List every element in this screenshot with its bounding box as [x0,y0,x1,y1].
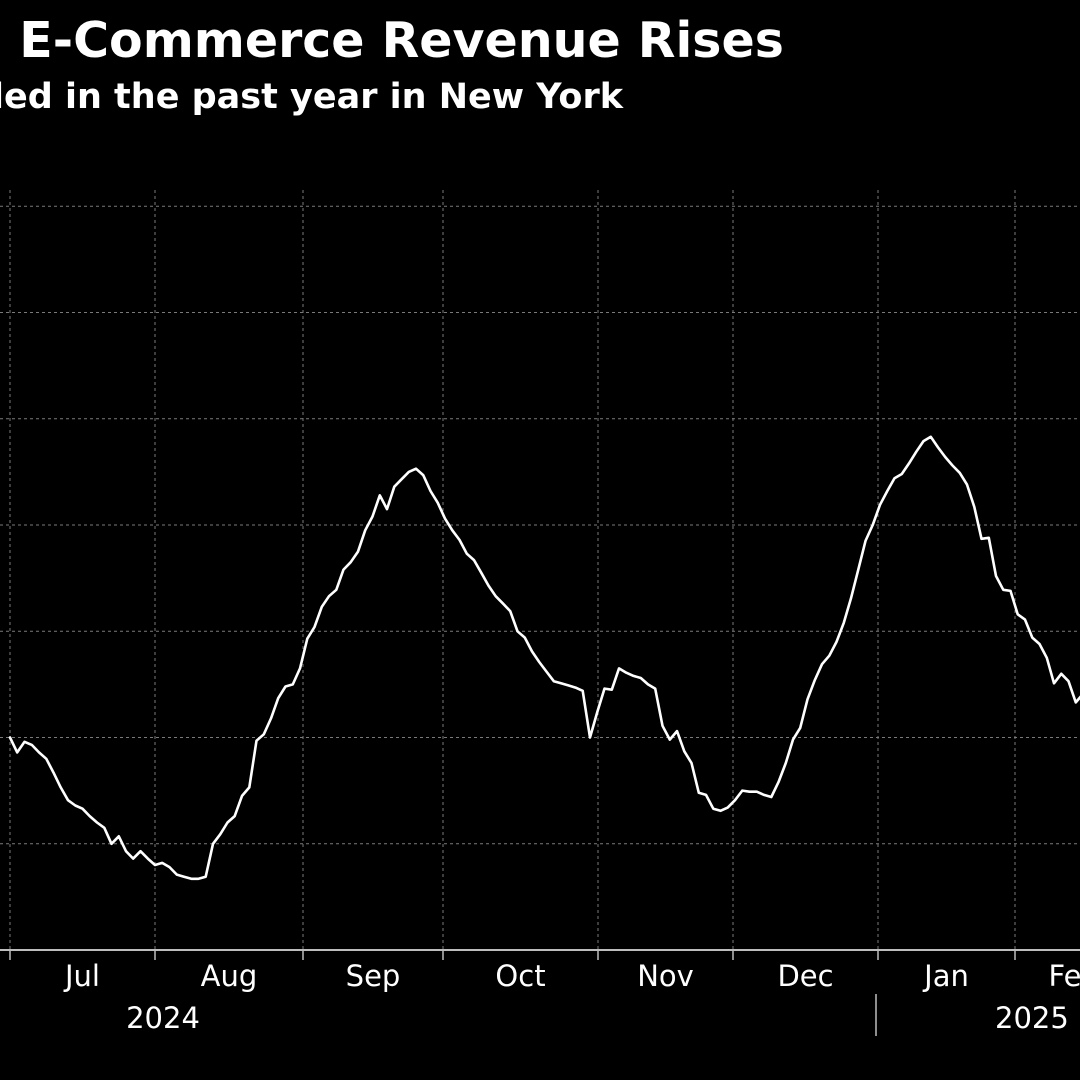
series-line-value [8,435,1080,881]
grid-layer [0,190,1080,950]
x-tick-label-dec: Dec [777,959,833,993]
year-label-2025: 2025 [995,1001,1069,1035]
x-tick-label-jan: Jan [922,959,969,993]
x-axis: Jul Aug Sep Oct Nov Dec Jan Fe 2024 2025 [9,950,1080,1036]
x-tick-label-oct: Oct [495,959,545,993]
x-tick-label-sep: Sep [346,959,401,993]
chart-subtitle: ubled in the past year in New York [0,77,624,117]
x-tick-label-nov: Nov [637,959,694,993]
x-tick-label-jul: Jul [63,959,100,993]
chart-title: as E-Commerce Revenue Rises [0,12,784,69]
x-tick-label-aug: Aug [201,959,258,993]
year-label-2024: 2024 [126,1001,200,1035]
x-tick-label-fe: Fe [1049,959,1080,993]
